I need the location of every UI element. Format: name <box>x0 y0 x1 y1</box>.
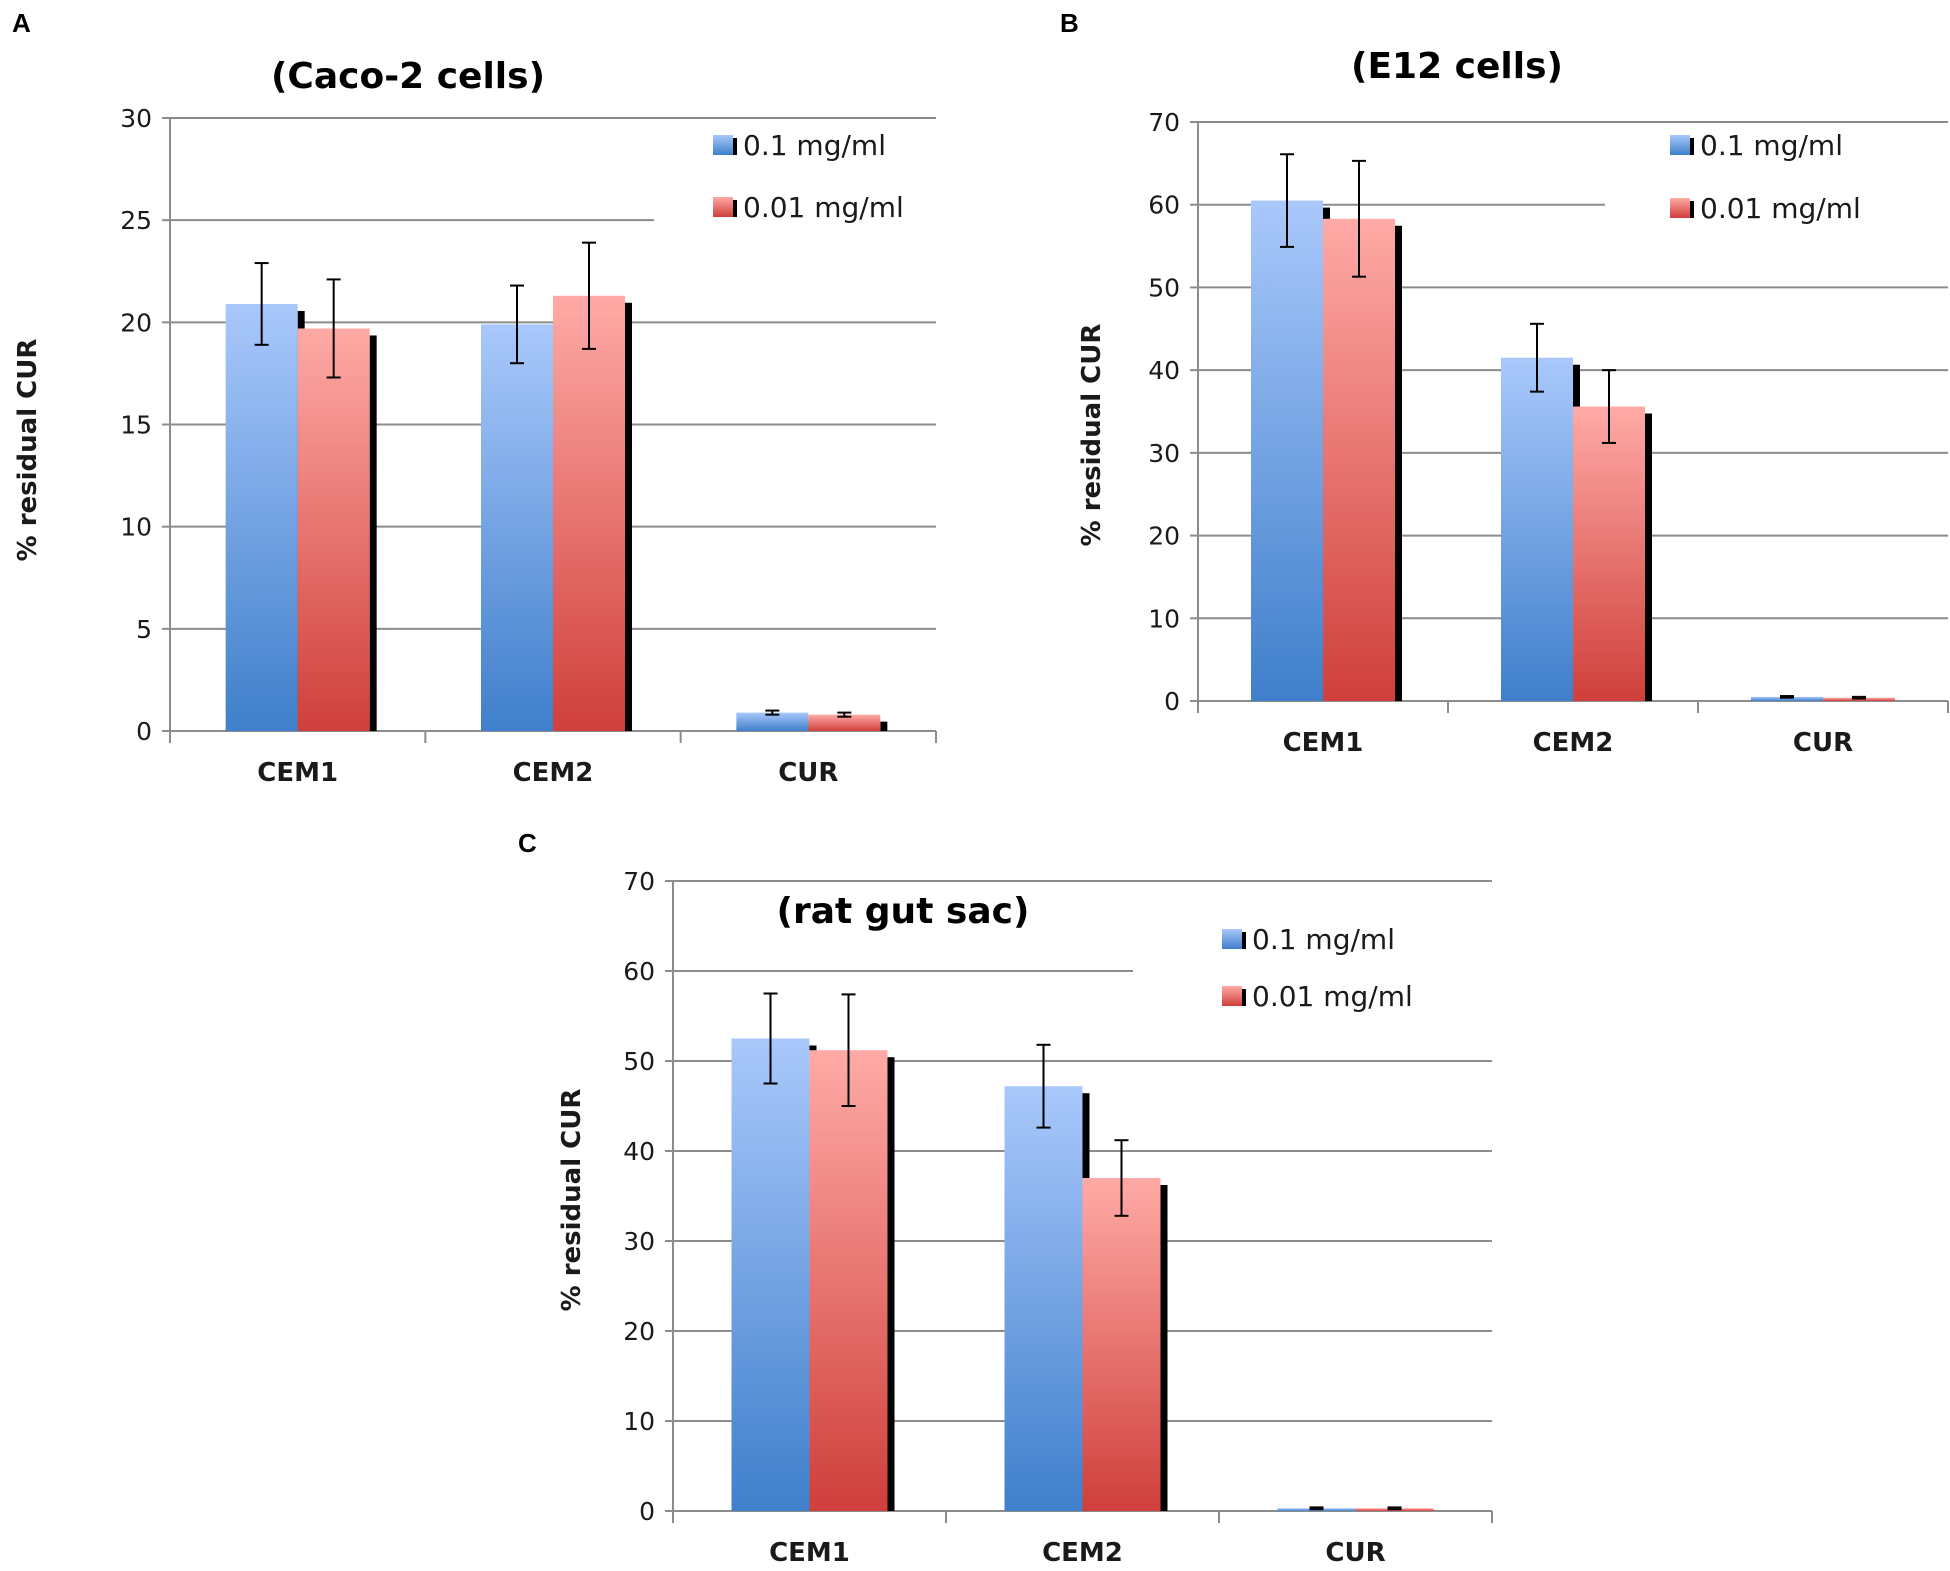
bar-series-0.1-cur <box>1751 696 1823 701</box>
y-tick-label: 70 <box>1148 108 1180 137</box>
y-tick-label: 0 <box>1164 687 1180 716</box>
x-category-label: CEM2 <box>1042 1538 1123 1568</box>
legend-swatch <box>1222 929 1242 949</box>
legend-swatch <box>713 197 733 217</box>
bar-series-0.1-cem1 <box>225 303 298 731</box>
y-tick-label: 20 <box>1148 522 1180 551</box>
bar-series-0.01-cem1 <box>809 1050 888 1511</box>
y-tick-label: 40 <box>623 1137 655 1166</box>
legend-swatch-shadow <box>1690 201 1694 218</box>
bar-series-0.01-cem2 <box>1573 406 1645 701</box>
legend-swatch <box>713 135 733 155</box>
panel-letter-a: A <box>12 8 31 38</box>
y-tick-label: 30 <box>120 104 152 133</box>
x-category-label: CUR <box>1793 728 1853 758</box>
y-tick-label: 30 <box>623 1227 655 1256</box>
chart-title: (E12 cells) <box>1351 46 1563 87</box>
y-tick-label: 0 <box>136 717 152 746</box>
bar-shadow <box>625 302 632 731</box>
chart-panel-c: (rat gut sac) 0 10 20 30 40 50 60 70 % residual C… <box>557 867 1493 1568</box>
y-tick-label: 5 <box>136 615 152 644</box>
bar-series-0.1-cem2 <box>1501 357 1573 701</box>
y-tick-label: 40 <box>1148 356 1180 385</box>
y-tick-label: 10 <box>623 1407 655 1436</box>
legend-swatch <box>1670 198 1690 218</box>
bar-shadow <box>880 721 888 731</box>
legend-swatch-shadow <box>733 138 737 155</box>
chart-title: (rat gut sac) <box>777 891 1030 932</box>
bar-series-0.1-cem2 <box>1004 1086 1083 1511</box>
bar-series-0.1-cem1 <box>1251 200 1323 702</box>
y-tick-label: 15 <box>120 411 152 440</box>
bar-series-0.01-cem2 <box>553 295 625 731</box>
y-tick-label: 50 <box>623 1047 655 1076</box>
bar-series-0.01-cem2 <box>1082 1178 1161 1511</box>
x-category-label: CUR <box>1325 1538 1385 1568</box>
x-category-label: CEM2 <box>513 758 594 788</box>
bar-series-0.1-cem2 <box>481 324 553 731</box>
legend-swatch-shadow <box>1690 138 1694 155</box>
y-axis-title: % residual CUR <box>1077 324 1107 547</box>
panel-letter-b: B <box>1060 8 1079 38</box>
legend-label: 0.1 mg/ml <box>1700 129 1843 162</box>
y-tick-label: 60 <box>1148 191 1180 220</box>
y-tick-label: 30 <box>1148 439 1180 468</box>
y-tick-label: 20 <box>623 1317 655 1346</box>
chart-panel-b: (E12 cells) 0 10 20 30 40 50 60 70 % residual CUR… <box>1077 46 1949 758</box>
legend-swatch-shadow <box>1242 932 1246 949</box>
x-category-label: CEM1 <box>1283 728 1364 758</box>
legend-label: 0.01 mg/ml <box>743 191 904 224</box>
x-category-label: CEM1 <box>769 1538 850 1568</box>
x-category-label: CEM2 <box>1533 728 1614 758</box>
chart-title: (Caco-2 cells) <box>271 56 545 97</box>
x-category-label: CEM1 <box>257 758 338 788</box>
y-axis-title: % residual CUR <box>13 339 43 562</box>
legend-label: 0.01 mg/ml <box>1700 192 1861 225</box>
legend-swatch-shadow <box>733 200 737 217</box>
y-tick-label: 60 <box>623 957 655 986</box>
panel-letter-c: C <box>518 828 537 858</box>
y-tick-label: 70 <box>623 867 655 896</box>
bar-series-0.01-cem1 <box>1323 218 1395 702</box>
bar-series-0.01-cur <box>808 714 881 731</box>
legend-swatch-shadow <box>1242 989 1246 1006</box>
legend-label: 0.01 mg/ml <box>1252 980 1413 1013</box>
bar-series-0.01-cem1 <box>297 328 370 731</box>
y-tick-label: 0 <box>639 1497 655 1526</box>
legend-label: 0.1 mg/ml <box>1252 923 1395 956</box>
bar-shadow <box>1645 413 1652 701</box>
bar-shadow <box>1395 225 1402 702</box>
y-tick-label: 10 <box>120 513 152 542</box>
bar-series-0.1-cem1 <box>731 1038 810 1511</box>
y-axis-title: % residual CUR <box>557 1089 587 1312</box>
bar-shadow <box>887 1057 895 1511</box>
y-tick-label: 20 <box>120 308 152 337</box>
x-category-label: CUR <box>778 758 838 788</box>
bar-shadow <box>369 335 377 731</box>
legend-swatch <box>1670 135 1690 155</box>
chart-panel-a: (Caco-2 cells) 0 5 10 15 20 25 30 % residual CUR… <box>13 56 937 788</box>
bar-series-0.1-cur <box>736 712 809 731</box>
bar-shadow <box>1160 1185 1168 1511</box>
y-tick-label: 50 <box>1148 273 1180 302</box>
y-tick-label: 10 <box>1148 604 1180 633</box>
y-tick-label: 25 <box>120 206 152 235</box>
legend-swatch <box>1222 986 1242 1006</box>
legend-label: 0.1 mg/ml <box>743 129 886 162</box>
